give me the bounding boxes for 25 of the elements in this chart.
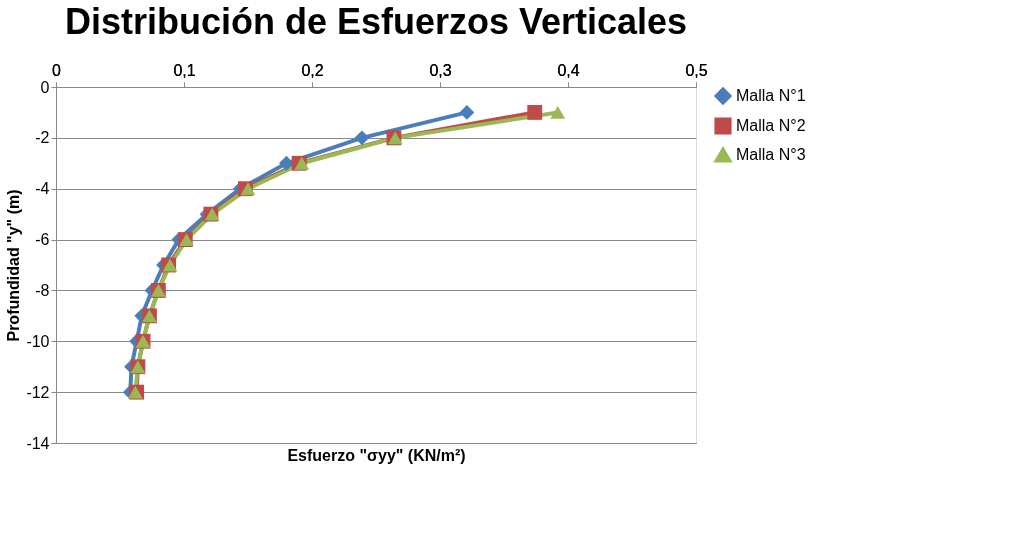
y-tick-label: -2 (35, 129, 50, 147)
y-tick-label: -14 (26, 434, 50, 452)
x-tick-label: 0,2 (301, 61, 324, 79)
x-tick-label: 0,4 (557, 61, 580, 79)
y-tick-label: -8 (35, 281, 50, 299)
y-tick-label: -6 (35, 231, 50, 249)
x-tick-label: 0 (52, 61, 62, 79)
y-tick-label: 0 (40, 78, 50, 96)
y-axis-title: Profundidad "y" (m) (5, 189, 23, 342)
y-tick-label: -12 (26, 383, 50, 401)
y-tick-label: -4 (35, 180, 50, 198)
y-tick-label: -10 (26, 332, 50, 350)
x-tick-label: 0,5 (685, 61, 708, 79)
chart-title: Distribución de Esfuerzos Verticales (64, 1, 688, 42)
x-axis-title: Esfuerzo "σyy" (KN/m²) (287, 446, 466, 464)
point (459, 105, 475, 120)
x-tick-label: 0,3 (429, 61, 452, 79)
legend-label: Malla N°1 (736, 87, 806, 104)
point (354, 130, 370, 146)
legend-label: Malla N°2 (736, 117, 806, 134)
legend-label: Malla N°3 (736, 146, 806, 163)
point (278, 155, 294, 171)
point (527, 105, 543, 120)
point (550, 106, 566, 119)
x-tick-label: 0,1 (173, 61, 196, 79)
